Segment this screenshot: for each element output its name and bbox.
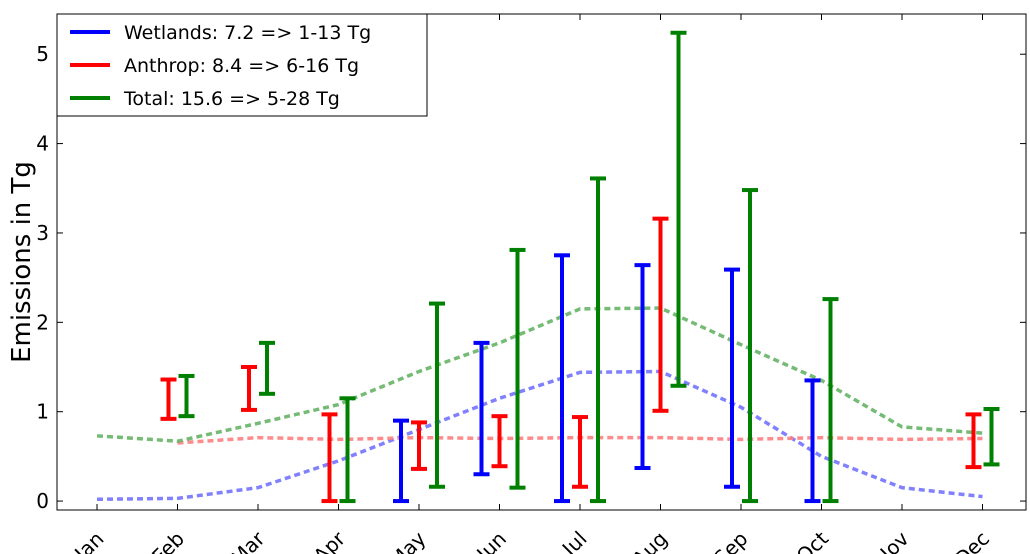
y-tick-label: 0 (36, 489, 49, 513)
error-bar-anthrop (653, 219, 669, 411)
x-tick-label: Mar (226, 526, 270, 554)
error-bar-total (259, 343, 275, 394)
x-tick-label: Jun (471, 527, 511, 554)
error-bar-total (179, 376, 195, 416)
error-bar-anthrop (322, 414, 338, 501)
y-tick-label: 1 (36, 400, 49, 424)
x-tick-label: Jul (556, 527, 591, 554)
dashed-curve-total (97, 308, 983, 441)
x-tick-label: May (384, 526, 430, 554)
y-axis-title: Emissions in Tg (7, 161, 37, 363)
x-tick-label: Jan (68, 527, 108, 554)
error-bar-anthrop (241, 367, 257, 410)
x-tick-label: Dec (950, 527, 994, 554)
error-bar-total (590, 178, 606, 501)
legend-label-total: Total: 15.6 => 5-28 Tg (123, 88, 340, 110)
y-tick-label: 4 (36, 132, 49, 156)
error-bar-total (429, 304, 445, 487)
legend-label-anthrop: Anthrop: 8.4 => 6-16 Tg (124, 55, 359, 77)
y-tick-label: 3 (36, 221, 49, 245)
legend-label-wetlands: Wetlands: 7.2 => 1-13 Tg (124, 22, 371, 44)
x-tick-label: Sep (709, 527, 753, 554)
error-bar-anthrop (572, 417, 588, 487)
y-tick-label: 2 (36, 310, 49, 334)
error-bar-wetlands (724, 270, 740, 487)
error-bar-total (340, 398, 356, 501)
error-bar-anthrop (161, 380, 177, 419)
x-tick-label: Oct (792, 526, 834, 554)
dashed-curve-wetlands (97, 371, 983, 499)
error-bar-anthrop (411, 422, 427, 468)
x-tick-label: Aug (627, 527, 672, 554)
error-bar-anthrop (966, 414, 982, 467)
error-bar-total (742, 190, 758, 501)
error-bar-total (984, 409, 1000, 464)
x-tick-label: Nov (869, 526, 914, 554)
y-tick-label: 5 (36, 42, 49, 66)
error-bar-total (671, 33, 687, 386)
error-bar-anthrop (492, 416, 508, 466)
error-bar-wetlands (805, 380, 821, 501)
error-bar-total (510, 250, 526, 488)
x-tick-label: Feb (147, 527, 189, 554)
x-tick-label: Apr (309, 526, 351, 554)
error-bar-total (823, 299, 839, 501)
